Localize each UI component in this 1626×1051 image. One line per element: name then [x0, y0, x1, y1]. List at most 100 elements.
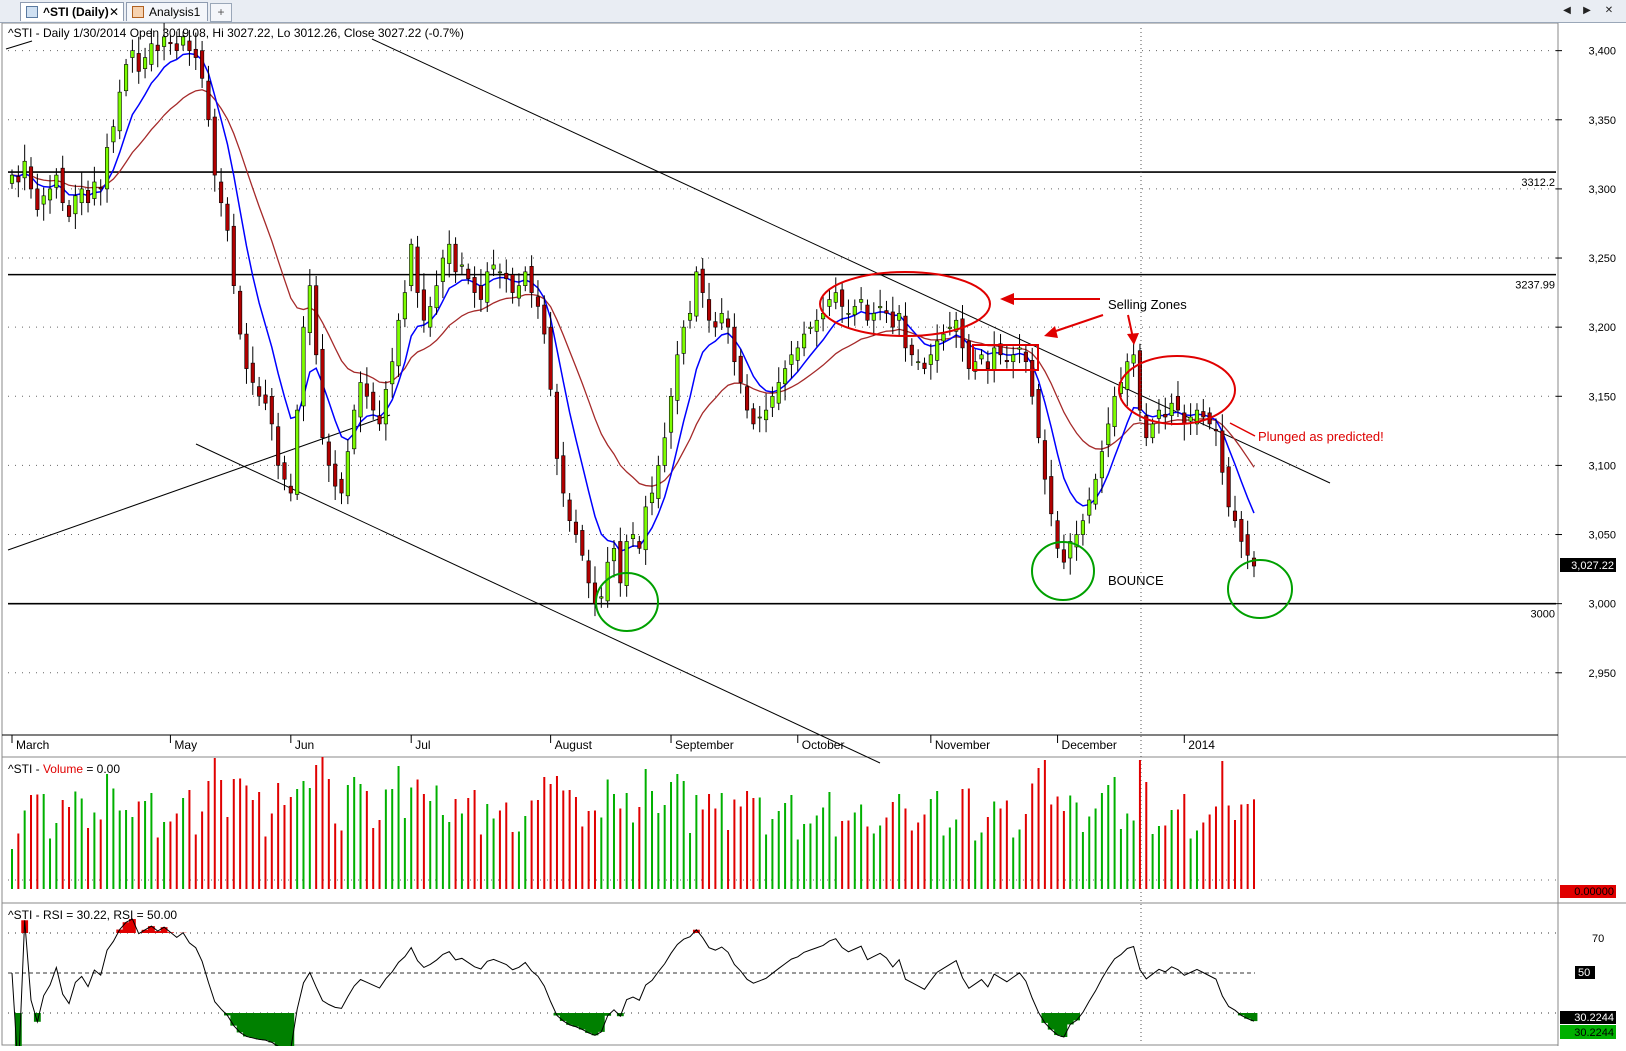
rsi-title: ^STI - RSI = 30.22, RSI = 50.00: [8, 908, 177, 922]
candle: [16, 165, 21, 198]
scroll-right-icon[interactable]: ▶: [1583, 5, 1591, 16]
candle: [155, 36, 160, 68]
close-window-icon[interactable]: ✕: [1604, 5, 1614, 16]
candle: [586, 549, 591, 599]
candle: [371, 382, 376, 420]
x-tick-label: September: [675, 738, 734, 752]
x-tick-label: October: [802, 738, 845, 752]
chart-area: 3312.2 3237.99 3000 March May Jun Jul August Se…: [0, 22, 1626, 1051]
svg-text:30.2244: 30.2244: [1574, 1012, 1614, 1024]
candle: [466, 263, 471, 285]
candle: [675, 340, 680, 415]
candle: [732, 313, 737, 376]
candle: [745, 374, 750, 419]
tab-analysis1[interactable]: Analysis1: [126, 2, 208, 21]
candle: [1144, 403, 1149, 447]
candle: [1099, 440, 1104, 494]
candle: [770, 386, 775, 418]
close-icon[interactable]: ✕: [108, 5, 119, 19]
candle: [668, 387, 674, 449]
candle: [1011, 346, 1016, 379]
candle: [1068, 533, 1073, 575]
new-tab-button[interactable]: +: [210, 3, 232, 22]
candle: [124, 58, 129, 97]
candle: [510, 267, 515, 304]
candle: [649, 476, 655, 516]
y-tick-label: 3,200: [1588, 322, 1616, 334]
candle: [751, 403, 756, 430]
level-label: 3312.2: [1521, 177, 1555, 189]
candle: [1080, 513, 1085, 546]
candle: [840, 281, 845, 324]
scroll-left-icon[interactable]: ◀: [1563, 5, 1571, 16]
candle: [859, 287, 864, 311]
candle: [105, 133, 110, 203]
svg-text:3,027.22: 3,027.22: [1571, 560, 1614, 572]
candle: [548, 311, 553, 397]
candle: [320, 334, 325, 445]
candle: [852, 299, 857, 326]
candle: [244, 323, 249, 384]
candle: [1055, 511, 1060, 559]
candle: [22, 144, 27, 191]
candle: [263, 379, 268, 411]
x-tick-label: May: [174, 738, 197, 752]
candle: [130, 39, 135, 73]
candle: [162, 23, 167, 61]
x-tick-label: November: [935, 738, 990, 752]
candle: [314, 276, 319, 365]
candle: [1150, 418, 1155, 444]
candle: [459, 252, 464, 275]
candle: [713, 311, 718, 337]
candle: [85, 180, 91, 213]
x-tick-label: Jul: [415, 738, 430, 752]
svg-text:50: 50: [1578, 967, 1590, 979]
candle: [193, 32, 198, 71]
candle: [846, 299, 851, 328]
candle: [529, 255, 534, 308]
candle: [687, 300, 693, 329]
candle: [326, 433, 331, 482]
candle: [485, 262, 490, 312]
candle: [231, 213, 236, 294]
svg-text:0.00000: 0.00000: [1574, 886, 1614, 898]
candle: [516, 273, 521, 307]
candle: [523, 266, 528, 292]
candle: [567, 493, 572, 532]
plus-icon: +: [217, 5, 225, 19]
x-tick-label: August: [555, 738, 593, 752]
candle: [916, 349, 921, 371]
candle: [719, 298, 724, 330]
candle: [624, 534, 629, 597]
tab-label: Analysis1: [149, 5, 201, 19]
candle: [580, 524, 585, 561]
candle: [288, 473, 293, 502]
candle: [269, 387, 274, 441]
candle: [1004, 345, 1009, 369]
candle: [352, 404, 357, 455]
candle: [1042, 429, 1047, 495]
candle: [60, 155, 65, 212]
candle: [434, 270, 439, 315]
candle: [28, 157, 34, 199]
candle: [377, 400, 382, 431]
candle: [738, 349, 743, 394]
level-label: 3237.99: [1515, 280, 1555, 292]
tab-sti-daily[interactable]: ^STI (Daily) ✕: [20, 2, 124, 21]
candle: [92, 166, 97, 206]
candle: [136, 36, 141, 84]
candle: [922, 357, 927, 375]
candle: [611, 540, 617, 578]
candle: [561, 441, 566, 507]
rsi-line: [11, 918, 1255, 1051]
candle: [630, 522, 636, 547]
candle: [1087, 487, 1092, 524]
candle: [535, 280, 540, 319]
candle: [143, 47, 148, 79]
y-tick-label: 3,150: [1588, 391, 1616, 403]
candle: [878, 289, 883, 321]
candle: [789, 340, 794, 379]
y-tick-label: 3,250: [1588, 253, 1616, 265]
candle: [890, 296, 895, 335]
